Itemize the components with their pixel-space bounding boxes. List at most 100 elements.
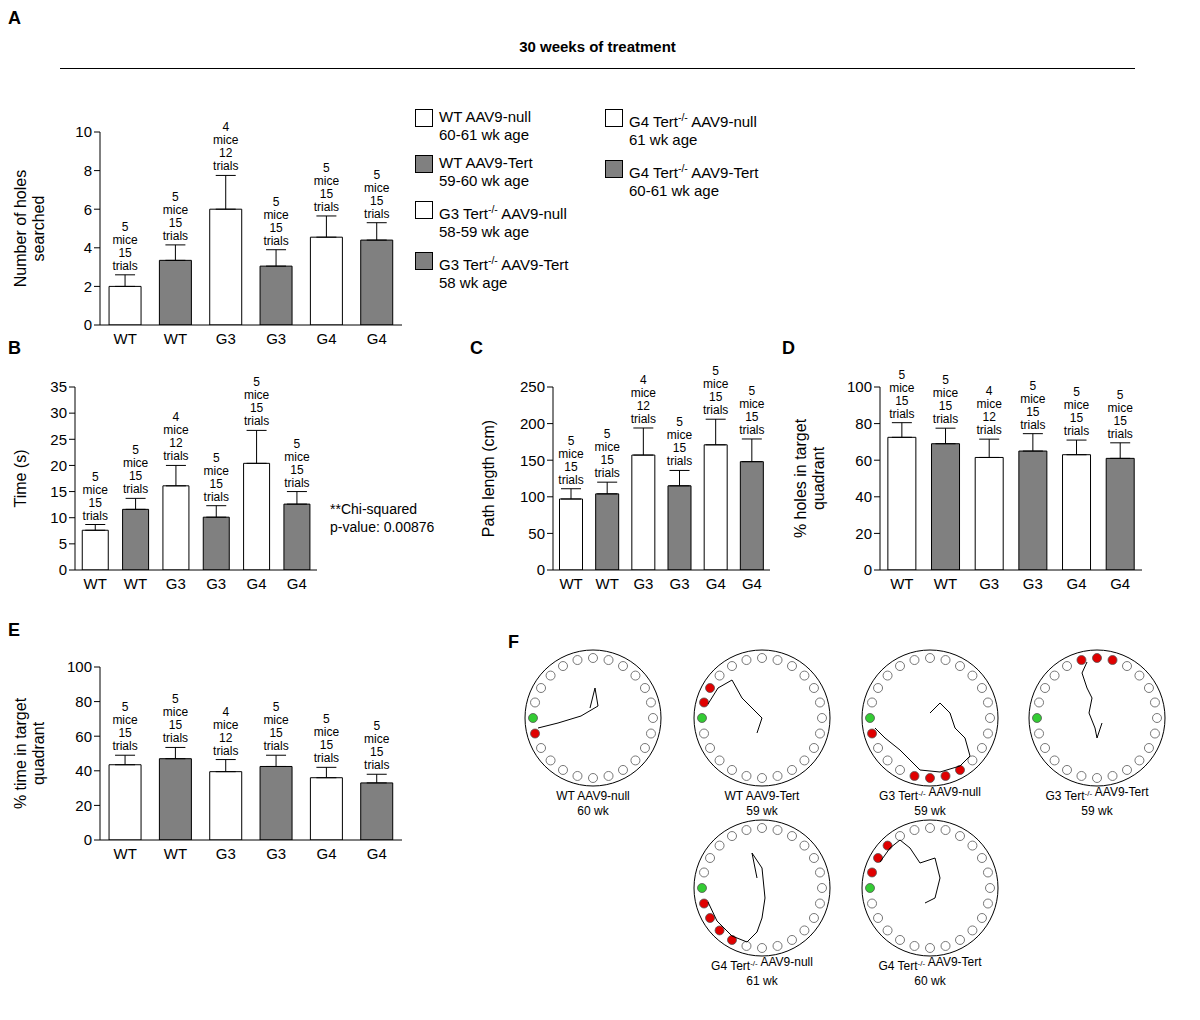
svg-text:Number of holessearched: Number of holessearched (12, 170, 47, 287)
svg-text:50: 50 (528, 525, 545, 542)
svg-text:0: 0 (84, 831, 92, 848)
svg-text:5mice15trials: 5mice15trials (1064, 385, 1090, 438)
svg-text:20: 20 (75, 797, 92, 814)
svg-text:5mice15trials: 5mice15trials (263, 700, 289, 753)
svg-text:G4: G4 (287, 575, 307, 592)
svg-text:0: 0 (84, 316, 92, 333)
svg-text:G4: G4 (1066, 575, 1086, 592)
svg-text:2: 2 (84, 278, 92, 295)
svg-text:4mice12trials: 4mice12trials (163, 410, 189, 463)
svg-text:5mice15trials: 5mice15trials (204, 451, 230, 504)
svg-text:G4: G4 (316, 330, 336, 347)
svg-text:40: 40 (75, 762, 92, 779)
svg-text:80: 80 (75, 693, 92, 710)
svg-text:G4: G4 (246, 575, 266, 592)
svg-text:G4: G4 (367, 845, 387, 862)
svg-text:G3: G3 (206, 575, 226, 592)
svg-text:5mice15trials: 5mice15trials (83, 470, 109, 523)
svg-text:4mice12trials: 4mice12trials (631, 373, 657, 426)
svg-text:G3: G3 (266, 330, 286, 347)
svg-text:5mice15trials: 5mice15trials (112, 700, 138, 753)
svg-text:5mice15trials: 5mice15trials (739, 384, 765, 437)
svg-text:WT: WT (114, 330, 137, 347)
svg-text:20: 20 (50, 457, 67, 474)
svg-text:59 wk: 59 wk (746, 804, 778, 818)
svg-text:100: 100 (67, 658, 92, 675)
svg-text:G3 Tert-/- AAV9-Tert: G3 Tert-/- AAV9-Tert (1045, 785, 1149, 803)
svg-text:10: 10 (50, 509, 67, 526)
svg-text:8: 8 (84, 162, 92, 179)
svg-text:0: 0 (537, 561, 545, 578)
svg-text:15: 15 (50, 483, 67, 500)
svg-text:G4: G4 (367, 330, 387, 347)
svg-text:5mice15trials: 5mice15trials (364, 168, 390, 221)
svg-text:4mice12trials: 4mice12trials (213, 120, 239, 173)
svg-text:G4: G4 (742, 575, 762, 592)
svg-text:G3: G3 (216, 845, 236, 862)
svg-text:5mice15trials: 5mice15trials (112, 220, 138, 273)
svg-text:0: 0 (59, 561, 67, 578)
svg-text:5mice15trials: 5mice15trials (263, 195, 289, 248)
svg-text:WT: WT (890, 575, 913, 592)
svg-text:60 wk: 60 wk (577, 804, 609, 818)
svg-text:G4 Tert-/- AAV9-Tert: G4 Tert-/- AAV9-Tert (878, 955, 982, 973)
svg-text:5mice15trials: 5mice15trials (595, 427, 621, 480)
svg-text:G3: G3 (266, 845, 286, 862)
svg-text:5mice15trials: 5mice15trials (163, 692, 189, 745)
svg-text:25: 25 (50, 431, 67, 448)
svg-text:60 wk: 60 wk (914, 974, 946, 988)
svg-text:250: 250 (520, 378, 545, 395)
svg-text:Path length (cm): Path length (cm) (480, 420, 497, 537)
svg-text:WT: WT (596, 575, 619, 592)
svg-text:WT: WT (164, 330, 187, 347)
svg-text:WT: WT (114, 845, 137, 862)
svg-text:WT AAV9-null: WT AAV9-null (556, 789, 630, 803)
svg-text:20: 20 (855, 525, 872, 542)
svg-text:G3: G3 (216, 330, 236, 347)
svg-text:59 wk: 59 wk (914, 804, 946, 818)
svg-text:G3: G3 (670, 575, 690, 592)
svg-text:200: 200 (520, 415, 545, 432)
svg-text:WT AAV9-Tert: WT AAV9-Tert (725, 789, 801, 803)
svg-text:G4 Tert-/- AAV9-null: G4 Tert-/- AAV9-null (711, 955, 813, 973)
svg-text:40: 40 (855, 488, 872, 505)
svg-text:4mice12trials: 4mice12trials (977, 384, 1003, 437)
svg-text:G3: G3 (633, 575, 653, 592)
svg-text:59 wk: 59 wk (1081, 804, 1113, 818)
svg-text:5: 5 (59, 535, 67, 552)
svg-text:5mice15trials: 5mice15trials (667, 415, 693, 468)
svg-text:4mice12trials: 4mice12trials (213, 705, 239, 758)
svg-text:5mice15trials: 5mice15trials (163, 190, 189, 243)
svg-text:5mice15trials: 5mice15trials (284, 437, 310, 490)
svg-text:100: 100 (847, 378, 872, 395)
svg-text:5mice15trials: 5mice15trials (703, 364, 729, 417)
svg-text:% time in targetquadrant: % time in targetquadrant (12, 697, 47, 809)
svg-text:G3: G3 (1023, 575, 1043, 592)
svg-text:0: 0 (864, 561, 872, 578)
svg-text:5mice15trials: 5mice15trials (314, 712, 340, 765)
svg-text:35: 35 (50, 378, 67, 395)
svg-text:5mice15trials: 5mice15trials (364, 719, 390, 772)
svg-text:WT: WT (934, 575, 957, 592)
svg-text:6: 6 (84, 201, 92, 218)
svg-text:WT: WT (84, 575, 107, 592)
svg-text:4: 4 (84, 239, 92, 256)
svg-text:5mice15trials: 5mice15trials (123, 443, 149, 496)
svg-text:WT: WT (164, 845, 187, 862)
svg-text:WT: WT (124, 575, 147, 592)
svg-text:5mice15trials: 5mice15trials (244, 375, 270, 428)
svg-text:G4: G4 (1110, 575, 1130, 592)
svg-text:60: 60 (75, 728, 92, 745)
svg-text:G4: G4 (706, 575, 726, 592)
svg-text:5mice15trials: 5mice15trials (1108, 388, 1134, 441)
svg-text:5mice15trials: 5mice15trials (889, 368, 915, 421)
svg-text:G3 Tert-/- AAV9-null: G3 Tert-/- AAV9-null (879, 785, 981, 803)
svg-text:5mice15trials: 5mice15trials (314, 161, 340, 214)
svg-text:% holes in targetquadrant: % holes in targetquadrant (792, 418, 827, 538)
svg-text:5mice15trials: 5mice15trials (933, 373, 959, 426)
svg-text:5mice15trials: 5mice15trials (558, 434, 584, 487)
svg-text:G3: G3 (979, 575, 999, 592)
svg-text:G4: G4 (316, 845, 336, 862)
svg-text:100: 100 (520, 488, 545, 505)
svg-text:WT: WT (559, 575, 582, 592)
